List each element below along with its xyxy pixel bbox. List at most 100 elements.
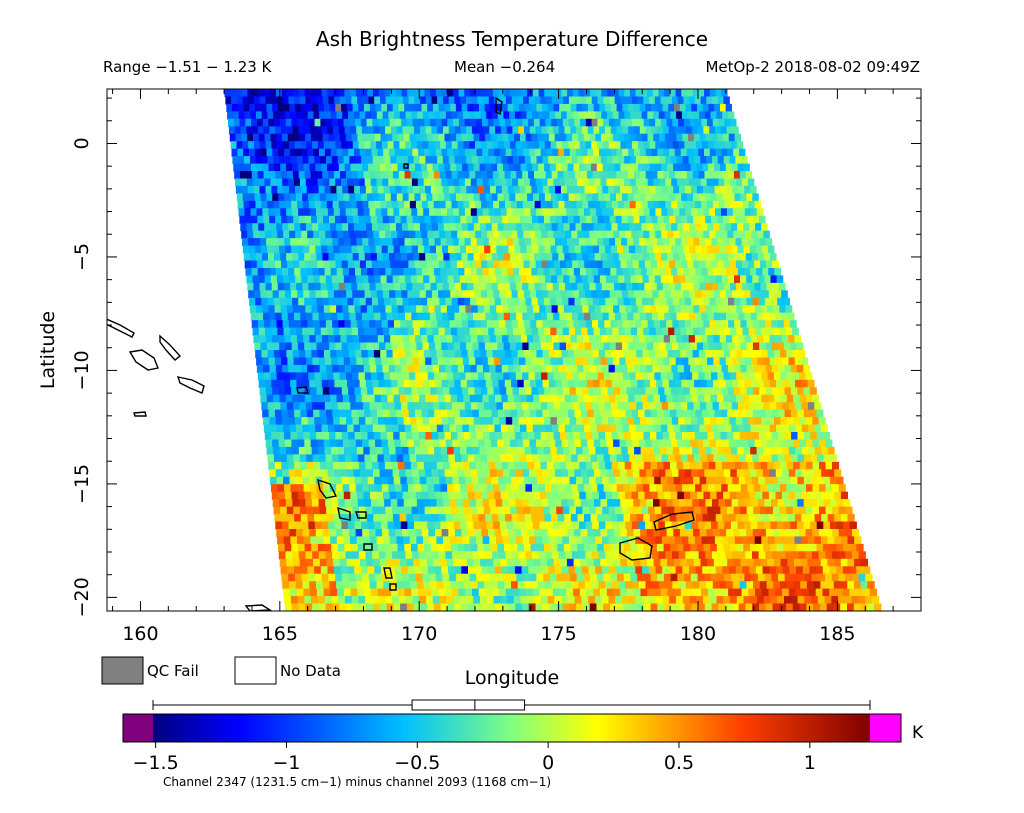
heatmap-cell — [363, 402, 370, 411]
heatmap-cell — [274, 163, 281, 172]
heatmap-cell — [630, 253, 638, 262]
heatmap-cell — [679, 230, 686, 239]
heatmap-cell — [556, 387, 564, 396]
heatmap-cell — [448, 379, 455, 388]
heatmap-cell — [557, 118, 564, 127]
heatmap-cell — [349, 118, 356, 127]
heatmap-cell — [533, 491, 541, 500]
heatmap-cell — [566, 402, 574, 411]
heatmap-cell — [340, 171, 347, 180]
heatmap-cell — [459, 409, 467, 418]
heatmap-cell — [387, 476, 395, 485]
heatmap-cell — [258, 275, 266, 284]
heatmap-cell — [744, 312, 752, 321]
heatmap-cell — [363, 446, 371, 455]
heatmap-cell — [796, 364, 804, 373]
heatmap-cell — [674, 126, 681, 135]
heatmap-cell — [236, 141, 243, 150]
heatmap-cell — [441, 148, 448, 157]
heatmap-cell — [464, 208, 472, 217]
heatmap-cell — [332, 454, 340, 463]
heatmap-cell — [668, 305, 676, 314]
heatmap-cell — [452, 476, 460, 485]
heatmap-cell — [786, 439, 794, 448]
heatmap-cell — [386, 387, 393, 396]
heatmap-cell — [603, 215, 611, 224]
heatmap-cell — [268, 208, 275, 217]
heatmap-cell — [529, 126, 537, 135]
heatmap-cell — [365, 148, 373, 157]
heatmap-cell — [429, 379, 436, 388]
heatmap-cell — [621, 476, 629, 485]
heatmap-cell — [250, 111, 257, 120]
heatmap-cell — [393, 245, 401, 254]
heatmap-cell — [456, 260, 464, 269]
heatmap-cell — [378, 297, 385, 306]
heatmap-cell — [548, 208, 555, 217]
heatmap-cell — [698, 89, 705, 98]
heatmap-cell — [324, 446, 332, 455]
heatmap-cell — [516, 200, 524, 209]
heatmap-cell — [740, 320, 748, 329]
heatmap-cell — [628, 103, 635, 112]
heatmap-cell — [412, 89, 420, 98]
heatmap-cell — [628, 506, 636, 515]
heatmap-cell — [573, 215, 581, 224]
heatmap-cell — [623, 245, 630, 254]
heatmap-cell — [784, 364, 792, 373]
heatmap-cell — [444, 327, 452, 336]
heatmap-cell — [707, 290, 715, 299]
heatmap-cell — [749, 491, 757, 500]
heatmap-cell — [659, 499, 667, 508]
heatmap-cell — [643, 432, 651, 441]
heatmap-cell — [709, 126, 716, 135]
heatmap-cell — [306, 268, 313, 277]
heatmap-cell — [287, 260, 294, 269]
heatmap-cell — [618, 491, 626, 500]
heatmap-cell — [497, 342, 505, 351]
heatmap-cell — [318, 402, 326, 411]
heatmap-cell — [629, 200, 637, 209]
heatmap-cell — [510, 171, 517, 180]
heatmap-cell — [645, 103, 652, 112]
heatmap-cell — [283, 476, 291, 485]
heatmap-cell — [338, 364, 346, 373]
heatmap-cell — [384, 499, 392, 508]
heatmap-cell — [359, 148, 367, 157]
heatmap-cell — [789, 320, 797, 329]
heatmap-cell — [785, 305, 793, 314]
heatmap-cell — [450, 290, 457, 299]
heatmap-cell — [572, 372, 580, 381]
heatmap-cell — [470, 89, 477, 98]
heatmap-cell — [604, 268, 611, 277]
heatmap-cell — [238, 208, 246, 217]
heatmap-cell — [319, 364, 327, 373]
heatmap-cell — [361, 156, 368, 165]
heatmap-cell — [699, 238, 706, 247]
heatmap-cell — [521, 193, 528, 202]
heatmap-cell — [240, 126, 247, 135]
heatmap-cell — [590, 185, 597, 194]
heatmap-cell — [440, 141, 447, 150]
heatmap-cell — [582, 446, 590, 455]
heatmap-cell — [711, 238, 718, 247]
heatmap-cell — [493, 387, 501, 396]
heatmap-cell — [534, 148, 542, 157]
heatmap-cell — [648, 372, 655, 381]
heatmap-cell — [500, 491, 508, 500]
heatmap-cell — [544, 163, 551, 172]
heatmap-cell — [684, 163, 692, 172]
heatmap-cell — [288, 320, 296, 329]
heatmap-cell — [326, 156, 333, 165]
heatmap-cell — [320, 282, 328, 291]
heatmap-cell — [289, 148, 297, 157]
heatmap-cell — [521, 499, 529, 508]
heatmap-cell — [799, 484, 807, 493]
heatmap-cell — [653, 133, 660, 142]
heatmap-cell — [365, 185, 373, 194]
heatmap-cell — [324, 223, 331, 232]
heatmap-cell — [659, 342, 667, 351]
heatmap-cell — [508, 499, 516, 508]
heatmap-cell — [266, 193, 273, 202]
heatmap-cell — [293, 305, 300, 314]
